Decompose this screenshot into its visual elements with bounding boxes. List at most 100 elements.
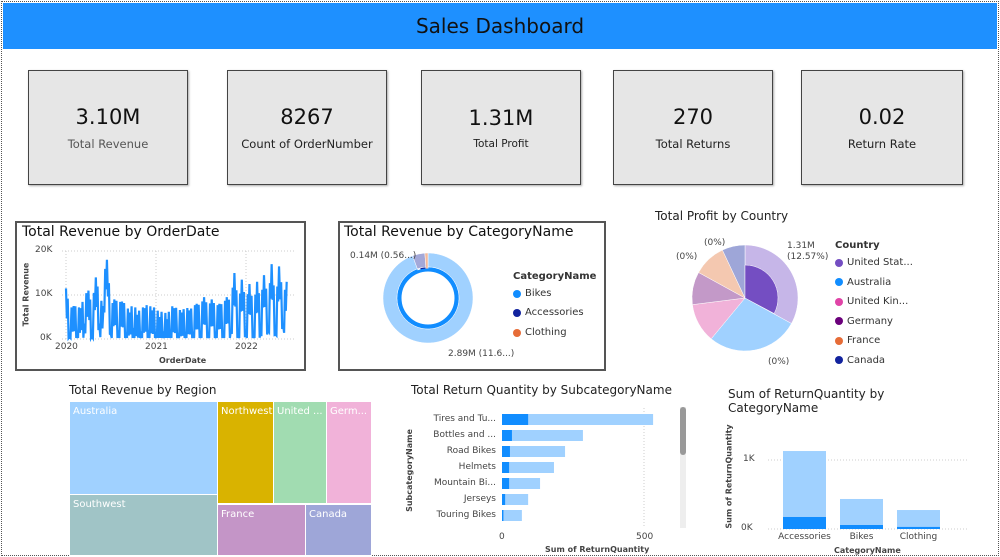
x-tick: 2020 <box>55 342 78 352</box>
y-axis-label: Total Revenue <box>21 262 31 327</box>
data-label: 1.31M (12.57%) <box>787 241 829 262</box>
bar-dark <box>502 414 529 425</box>
bar-light <box>502 462 554 473</box>
category-label: Accessories <box>778 532 831 542</box>
x-tick: 2021 <box>145 342 168 352</box>
bar-dark <box>502 510 504 521</box>
legend-label: Germany <box>847 315 893 327</box>
chart-title: Total Profit by Country <box>655 209 789 223</box>
legend-dot <box>835 258 843 267</box>
treemap-tile-southwest[interactable]: Southwest <box>69 494 218 556</box>
legend-item-accessories[interactable]: Accessories <box>513 307 584 318</box>
category-label: Jerseys <box>463 494 496 504</box>
legend-item-bikes[interactable]: Bikes <box>513 288 551 299</box>
bar-dark <box>502 462 510 473</box>
treemap-tile-canada[interactable]: Canada <box>305 504 372 556</box>
legend-dot <box>835 356 843 364</box>
bar-dark <box>502 430 512 441</box>
category-label: Bottles and ... <box>433 430 496 440</box>
bar-dark <box>502 446 510 457</box>
scrollbar-track[interactable] <box>680 407 686 528</box>
legend-dot <box>835 317 843 325</box>
pie-inner-united-states <box>744 264 779 314</box>
category-label: Road Bikes <box>446 446 496 456</box>
donut-inner-ring <box>398 268 458 328</box>
column-dark <box>840 524 883 529</box>
legend-dot <box>835 297 843 306</box>
kpi-value: 0.02 <box>858 104 906 129</box>
data-label: (0%) <box>676 252 698 262</box>
treemap-tile-northwest[interactable]: Northwest <box>217 401 274 504</box>
category-label: Clothing <box>899 532 938 542</box>
scrollbar-thumb[interactable] <box>680 407 686 455</box>
legend-title: Country <box>835 240 880 251</box>
data-label: 0.14M (0.56...) <box>350 251 417 261</box>
bar-light <box>502 478 541 489</box>
legend-item-clothing[interactable]: Clothing <box>513 327 567 338</box>
line-chart-panel[interactable]: Total Revenue by OrderDate <box>15 221 306 371</box>
bar-dark <box>502 478 510 489</box>
legend-label: Clothing <box>525 327 567 338</box>
legend-item[interactable]: Canada <box>835 355 885 366</box>
chart-title: Total Return Quantity by SubcategoryName <box>411 383 672 397</box>
legend-dot <box>513 289 521 298</box>
bar-dark <box>502 494 506 505</box>
x-tick: 500 <box>636 532 654 542</box>
kpi-label: Total Profit <box>473 137 529 150</box>
legend-label: Bikes <box>525 288 552 299</box>
header-bar: Sales Dashboard <box>3 3 997 49</box>
y-tick: 1K <box>743 454 755 464</box>
legend-dot <box>513 328 521 337</box>
donut-chart-panel[interactable]: Total Revenue by CategoryName <box>338 221 606 371</box>
y-axis-label: Sum of ReturnQuantity <box>724 424 734 529</box>
kpi-label: Count of OrderNumber <box>241 136 373 151</box>
legend-item[interactable]: United Kin... <box>835 296 908 307</box>
treemap-tile-france[interactable]: France <box>217 504 306 556</box>
chart-title: Sum of ReturnQuantity by CategoryName <box>728 387 885 415</box>
kpi-value: 8267 <box>280 104 334 129</box>
x-axis-label: Sum of ReturnQuantity <box>545 545 650 554</box>
treemap-tile-australia[interactable]: Australia <box>69 401 218 495</box>
legend-item[interactable]: France <box>835 335 880 346</box>
treemap-tile-germany[interactable]: Germ... <box>326 401 372 504</box>
y-tick: 20K <box>35 245 53 255</box>
page-title: Sales Dashboard <box>415 14 585 38</box>
kpi-card-total-returns[interactable]: 270 Total Returns <box>613 70 773 185</box>
y-axis-label: SubcategoryName <box>404 429 414 512</box>
data-label: (0%) <box>768 357 790 367</box>
chart-title: Total Revenue by CategoryName <box>344 224 574 240</box>
column-light <box>840 498 883 529</box>
column-light <box>897 510 940 529</box>
y-tick: 0K <box>741 523 753 533</box>
legend-label: United Kin... <box>847 296 909 307</box>
kpi-card-total-profit[interactable]: 1.31M Total Profit <box>421 70 581 185</box>
legend-dot <box>835 278 843 286</box>
legend-item[interactable]: United Stat... <box>835 257 913 268</box>
data-label: (0%) <box>704 238 726 248</box>
kpi-label: Return Rate <box>847 136 917 151</box>
bar-light <box>502 430 583 441</box>
treemap-tile-united[interactable]: United ... <box>273 401 327 504</box>
column-light <box>783 451 826 529</box>
category-label: Mountain Bi... <box>433 478 496 488</box>
kpi-value: 270 <box>672 104 714 129</box>
kpi-card-total-revenue[interactable]: 3.10M Total Revenue <box>28 70 188 185</box>
x-tick: 2022 <box>235 342 258 352</box>
kpi-card-return-rate[interactable]: 0.02 Return Rate <box>801 70 963 185</box>
column-dark <box>897 526 940 529</box>
legend-label: Accessories <box>525 307 584 318</box>
x-axis-label: CategoryName <box>834 546 901 555</box>
category-label: Helmets <box>458 462 496 472</box>
chart-title: Total Revenue by Region <box>69 383 217 397</box>
legend-label: United Stat... <box>847 257 913 268</box>
bar-light <box>502 446 566 457</box>
kpi-card-order-count[interactable]: 8267 Count of OrderNumber <box>227 70 387 185</box>
kpi-label: Total Returns <box>655 136 731 151</box>
legend-item[interactable]: Germany <box>835 316 893 327</box>
legend-item[interactable]: Australia <box>835 277 891 288</box>
bar-light <box>502 414 654 425</box>
x-axis-label: OrderDate <box>159 356 207 365</box>
x-tick: 0 <box>499 532 505 542</box>
